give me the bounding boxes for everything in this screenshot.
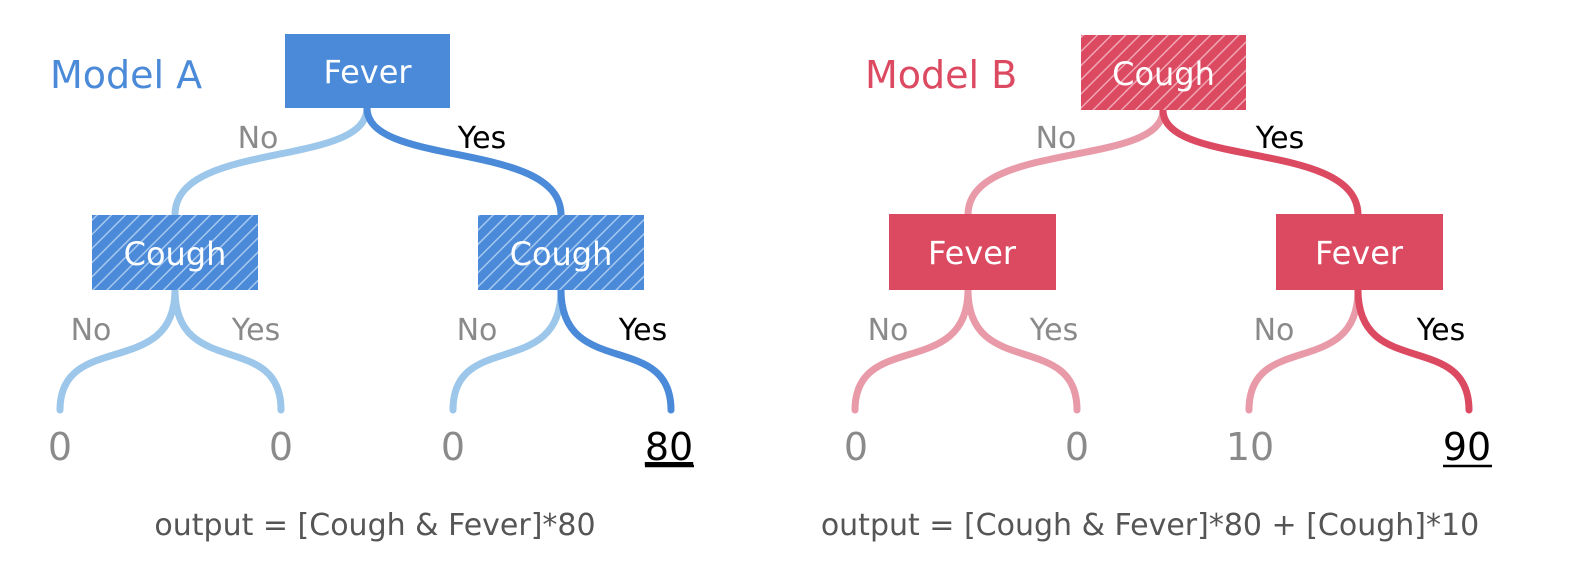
model-b-leaf-2: 0 (1065, 425, 1089, 469)
model-a-edge-left-no (56, 286, 179, 414)
model-b-edge-right-yes (1354, 286, 1473, 414)
model-b-leaf-1: 0 (844, 425, 868, 469)
model-b-root-no-label: No (1036, 121, 1077, 156)
model-a-root-label: Fever (323, 53, 412, 91)
model-a-tree: Model A Fever Cough Cough No Yes No Yes … (48, 34, 694, 543)
model-a-leaf-3: 0 (441, 425, 465, 469)
model-a-leaf-4: 80 (645, 425, 693, 469)
model-a-leaf-2: 0 (269, 425, 293, 469)
model-a-right-label: Cough (510, 235, 613, 273)
model-a-leaf-1: 0 (48, 425, 72, 469)
model-a-left-no-label: No (71, 313, 112, 348)
model-a-edge-left-yes (171, 286, 285, 414)
model-b-left-no-label: No (868, 313, 909, 348)
model-a-formula: output = [Cough & Fever]*80 (154, 508, 595, 543)
model-a-root-node (285, 34, 450, 108)
model-b-right-no-label: No (1254, 313, 1295, 348)
model-b-tree: Model B Cough Fever Fever No Yes No Yes … (821, 35, 1492, 543)
model-a-edge-right-no (449, 286, 565, 414)
model-a-edge-right-yes (557, 286, 675, 414)
model-a-right-no-label: No (457, 313, 498, 348)
model-b-edge-root-yes (1159, 106, 1362, 219)
model-b-edge-left-no (851, 286, 972, 414)
model-b-root-label: Cough (1112, 55, 1215, 93)
model-a-root-no-label: No (238, 121, 279, 156)
model-b-right-node (1276, 214, 1443, 290)
model-b-root-node (1081, 35, 1246, 110)
model-b-edge-root-no (964, 106, 1167, 219)
model-b-title: Model B (865, 53, 1017, 97)
model-a-edge-root-no (171, 104, 371, 219)
model-a-right-yes-label: Yes (618, 313, 667, 348)
model-b-formula: output = [Cough & Fever]*80 + [Cough]*10 (821, 508, 1479, 543)
model-b-root-yes-label: Yes (1255, 121, 1304, 156)
model-a-left-node (92, 215, 258, 290)
model-b-leaf-4: 90 (1443, 425, 1491, 469)
model-a-left-label: Cough (124, 235, 227, 273)
model-b-edge-left-yes (964, 286, 1081, 414)
model-b-right-yes-label: Yes (1416, 313, 1465, 348)
model-b-edge-right-no (1245, 286, 1362, 414)
model-a-title: Model A (50, 53, 202, 97)
model-b-left-node (889, 214, 1056, 290)
model-a-right-node (478, 215, 644, 290)
model-b-right-label: Fever (1315, 234, 1404, 272)
model-a-root-yes-label: Yes (457, 121, 506, 156)
model-b-leaf-3: 10 (1226, 425, 1274, 469)
model-b-left-label: Fever (928, 234, 1017, 272)
model-a-left-yes-label: Yes (231, 313, 280, 348)
model-b-left-yes-label: Yes (1029, 313, 1078, 348)
model-a-edge-root-yes (363, 104, 565, 219)
